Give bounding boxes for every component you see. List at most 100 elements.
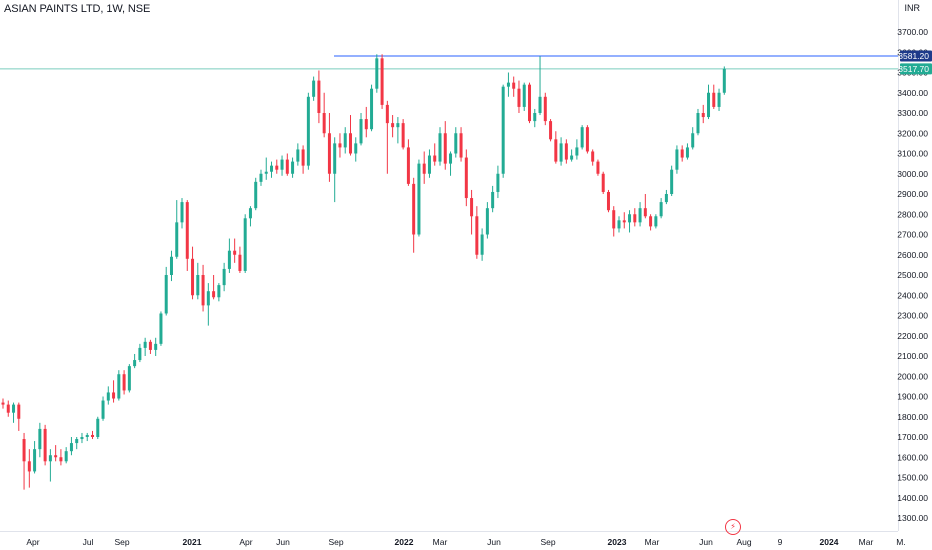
candle-body [622, 220, 626, 223]
candle-body [191, 258, 195, 296]
candle-body [654, 216, 658, 227]
candle [617, 216, 621, 233]
candle [670, 165, 674, 197]
candle-body [385, 104, 389, 124]
candle-body [80, 437, 84, 440]
candle [43, 424, 47, 466]
candle-body [454, 133, 458, 154]
candle-body [538, 96, 542, 113]
candle-body [85, 434, 89, 437]
x-tick-label: Apr [239, 537, 252, 547]
candle-body [338, 143, 342, 148]
candle-body [138, 347, 142, 361]
candle-body [696, 113, 700, 134]
candle-body [154, 343, 158, 350]
candle [201, 264, 205, 312]
candle-body [501, 86, 505, 174]
candle-body [17, 404, 21, 419]
candle-body [148, 341, 152, 350]
candle [475, 206, 479, 259]
candle-body [306, 96, 310, 166]
candle-body [496, 173, 500, 192]
candle [722, 66, 726, 95]
candle-body [591, 151, 595, 162]
candle-body [327, 133, 331, 174]
candle [275, 159, 279, 174]
candle [148, 339, 152, 354]
y-tick-label: 3400.00 [897, 88, 928, 98]
candle-body [380, 58, 384, 105]
candle-body [359, 119, 363, 144]
candle-body [217, 285, 221, 298]
candle-body [680, 149, 684, 158]
candle [449, 151, 453, 176]
candle [122, 370, 126, 395]
y-tick-label: 3700.00 [897, 27, 928, 37]
candle [707, 84, 711, 120]
candle-body [449, 153, 453, 164]
candle-body [633, 214, 637, 223]
candle [196, 262, 200, 300]
candle [412, 177, 416, 253]
candle-body [43, 428, 47, 462]
candle-body [564, 143, 568, 160]
candle-body [517, 88, 521, 107]
candle-body [54, 455, 58, 458]
candle-body [101, 400, 105, 419]
candle-body [248, 208, 252, 219]
candle [359, 113, 363, 146]
candle [117, 370, 121, 401]
candle [491, 185, 495, 213]
candle-body [164, 275, 168, 314]
candle-body [643, 208, 647, 217]
candle [459, 127, 463, 162]
candle-body [433, 155, 437, 162]
candle [380, 54, 384, 109]
candle [227, 238, 231, 273]
candle [12, 402, 16, 423]
last-price-label: 3517.70 [898, 64, 929, 74]
y-tick-label: 2600.00 [897, 250, 928, 260]
y-tick-label: 3000.00 [897, 169, 928, 179]
candle [712, 84, 716, 109]
candle-body [127, 366, 131, 391]
candle [238, 246, 242, 273]
candle [80, 432, 84, 444]
y-tick-label: 2200.00 [897, 331, 928, 341]
candle-body [259, 173, 263, 182]
lightning-icon[interactable]: ⚡ [725, 519, 741, 535]
candle-body [459, 133, 463, 158]
candle [375, 54, 379, 93]
candle-body [491, 191, 495, 209]
candle [54, 445, 58, 462]
candle-body [227, 250, 231, 269]
candle-body [722, 68, 726, 93]
candle [85, 432, 89, 442]
candle [438, 127, 442, 166]
y-tick-label: 2100.00 [897, 351, 928, 361]
candle [322, 92, 326, 138]
candle-body [169, 256, 173, 275]
candle-body [348, 133, 352, 154]
candle [259, 169, 263, 186]
candle [38, 422, 42, 458]
candle [264, 157, 268, 180]
candle [233, 238, 237, 263]
candle-body [354, 143, 358, 154]
candle [680, 145, 684, 162]
candle [33, 441, 37, 474]
candle [506, 72, 510, 97]
candle-body [391, 123, 395, 128]
candle [591, 149, 595, 166]
candle [533, 108, 537, 128]
candle [317, 70, 321, 124]
candle-body [96, 418, 100, 437]
candle [580, 125, 584, 150]
candle-body [185, 202, 189, 259]
candle [464, 149, 468, 207]
candle-body [175, 222, 179, 257]
candle-body [22, 439, 26, 462]
candle-body [212, 291, 216, 298]
candle [17, 402, 21, 431]
